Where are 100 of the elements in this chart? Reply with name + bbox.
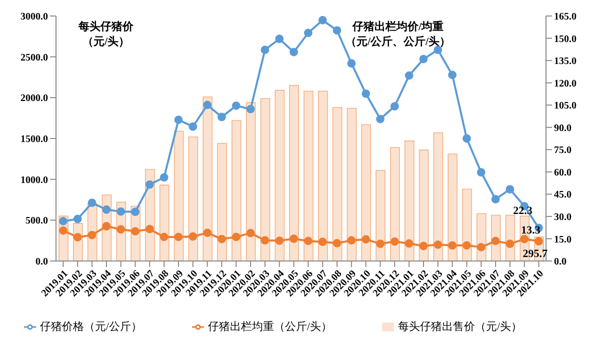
bar: [433, 132, 444, 261]
y-tick-label: 1000.0: [20, 174, 48, 186]
point: [476, 242, 486, 252]
point: [102, 222, 111, 230]
y2-tick-label: 105.0: [554, 100, 576, 112]
point: [145, 224, 154, 234]
y-tick-label: 3000.0: [20, 12, 48, 23]
y2-axis-title: 仔猪出栏均价/均重（元/公斤、公斤/头）: [345, 20, 451, 48]
y2-tick-label: 135.0: [554, 56, 576, 68]
bar: [448, 154, 458, 261]
y-tick-label: 0.0: [36, 256, 48, 268]
point: [203, 228, 212, 237]
bar: [346, 108, 357, 261]
legend-label: 仔猪出栏均重（公斤/头）: [208, 321, 332, 333]
bar: [188, 136, 198, 261]
bar: [202, 96, 213, 261]
bar: [174, 130, 184, 261]
point: [160, 173, 168, 182]
y2-tick-label: 60.0: [554, 167, 572, 178]
bar: [217, 143, 227, 261]
y-tick-label: 1500.0: [20, 134, 48, 146]
bar: [390, 147, 400, 261]
point: [290, 48, 298, 56]
y2-tick-label: 0.0: [554, 256, 566, 268]
point: [390, 237, 399, 246]
bar: [289, 85, 299, 261]
point: [290, 234, 298, 243]
point: [116, 207, 126, 216]
point: [362, 89, 370, 98]
y2-tick-label: 45.0: [554, 190, 572, 201]
legend-label: 仔猪价格（元/公斤）: [40, 321, 142, 333]
point: [160, 232, 168, 242]
point: [232, 232, 240, 242]
point: [131, 227, 140, 236]
point: [347, 59, 356, 68]
point: [59, 226, 68, 235]
point: [304, 236, 312, 246]
bar: [418, 150, 429, 261]
point: [520, 234, 529, 244]
point: [462, 241, 471, 250]
point: [260, 236, 270, 245]
y-tick-label: 2000.0: [20, 93, 48, 104]
point: [332, 26, 342, 35]
point: [304, 28, 312, 38]
bar: [274, 90, 285, 261]
bar: [404, 140, 414, 261]
bar: [462, 188, 472, 261]
point: [246, 104, 255, 114]
point: [174, 232, 183, 242]
y2-tick-label: 15.0: [554, 234, 572, 246]
point: [188, 232, 198, 241]
point: [88, 230, 96, 240]
point: [404, 71, 414, 80]
point: [203, 100, 212, 110]
point: [362, 235, 370, 244]
point: [73, 214, 82, 224]
point: [476, 168, 486, 177]
y-tick-label: 500.0: [26, 216, 48, 227]
point: [404, 239, 414, 248]
point: [462, 134, 471, 143]
point: [145, 180, 154, 189]
point: [491, 236, 500, 246]
y2-tick-label: 30.0: [554, 212, 572, 224]
point: [376, 240, 384, 248]
point: [491, 195, 500, 204]
point: [376, 114, 384, 124]
y-axis-title: 每头仔猪价（元/头）: [78, 20, 134, 48]
point: [534, 237, 543, 246]
point: [218, 234, 226, 244]
point: [131, 208, 140, 216]
point: [332, 238, 342, 248]
point: [506, 185, 514, 194]
data-label: 295.7: [522, 248, 548, 260]
point: [188, 122, 198, 131]
y2-tick-label: 75.0: [554, 145, 572, 156]
bar: [318, 90, 328, 261]
bar: [260, 98, 270, 261]
point: [232, 101, 240, 110]
point: [174, 116, 183, 124]
legend-label: 每头仔猪出售价（元/头）: [398, 321, 522, 333]
point: [419, 242, 428, 250]
point: [116, 225, 126, 234]
point: [88, 198, 96, 207]
bar: [376, 170, 386, 261]
y2-tick-label: 150.0: [554, 34, 576, 45]
y-tick-label: 2500.0: [20, 52, 48, 64]
point: [347, 236, 356, 245]
point: [318, 238, 327, 246]
bar: [246, 102, 256, 261]
point: [59, 217, 68, 226]
point: [275, 236, 284, 245]
point: [275, 34, 284, 44]
point: [434, 240, 442, 249]
y2-tick-label: 165.0: [554, 12, 576, 23]
point: [448, 70, 457, 80]
bar: [159, 184, 170, 261]
point: [419, 54, 428, 64]
point: [318, 16, 327, 24]
point: [246, 228, 255, 238]
point: [102, 205, 111, 214]
